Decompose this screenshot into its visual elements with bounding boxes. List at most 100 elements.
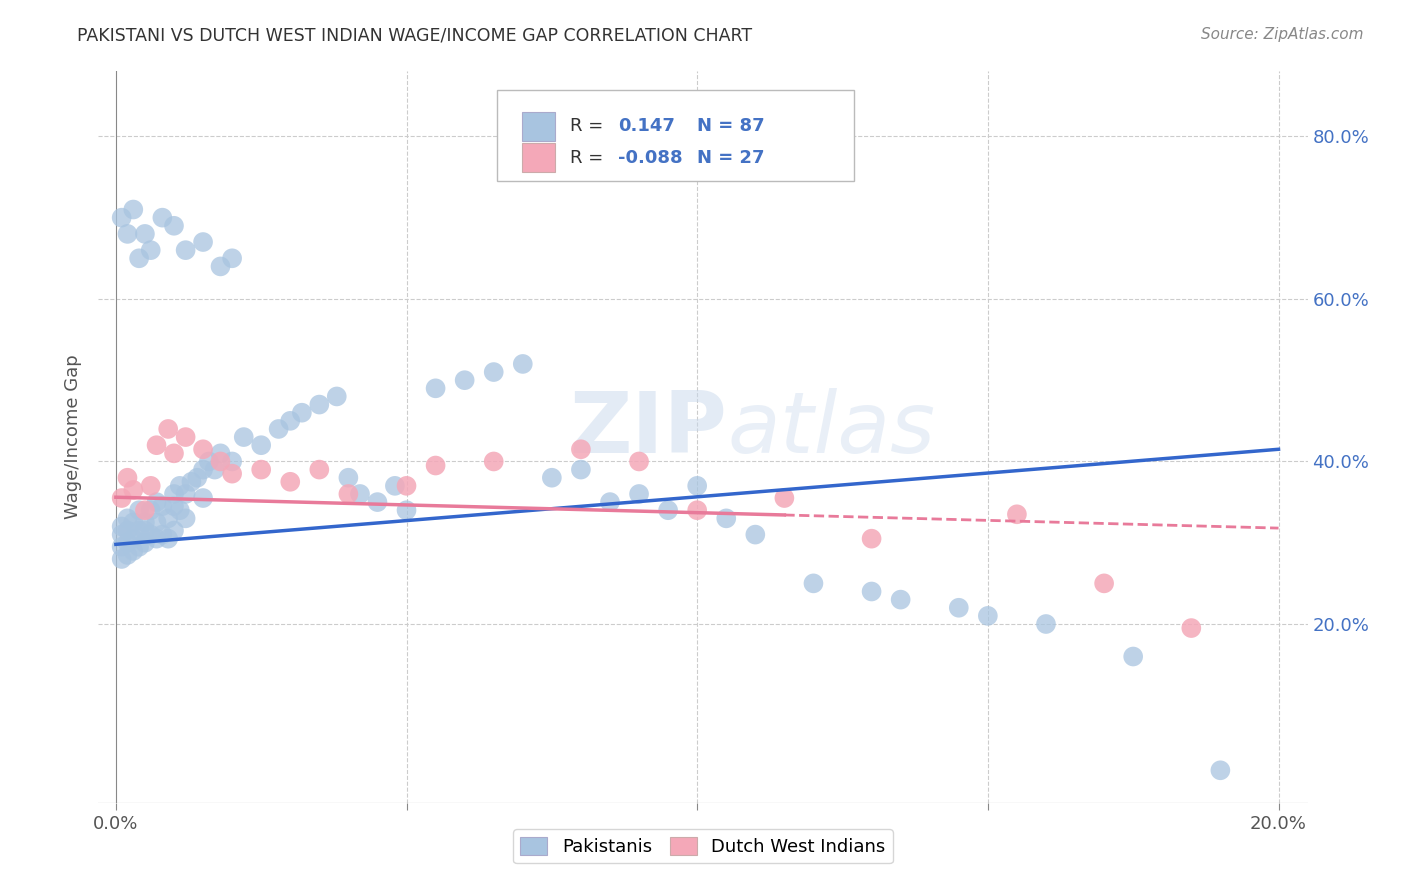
Point	[512, 357, 534, 371]
Point	[163, 524, 186, 538]
Point	[169, 503, 191, 517]
Point	[111, 527, 134, 541]
Point	[111, 519, 134, 533]
Point	[482, 454, 505, 468]
Point	[163, 219, 186, 233]
Text: atlas: atlas	[727, 388, 935, 471]
Point	[191, 235, 214, 249]
Point	[482, 365, 505, 379]
Point	[157, 532, 180, 546]
Point	[860, 532, 883, 546]
Point	[150, 527, 173, 541]
Point	[186, 471, 208, 485]
Text: R =: R =	[569, 117, 603, 136]
Point	[569, 442, 592, 457]
Point	[198, 454, 221, 468]
Point	[111, 211, 134, 225]
Point	[117, 471, 139, 485]
Point	[686, 503, 709, 517]
Point	[890, 592, 912, 607]
Text: PAKISTANI VS DUTCH WEST INDIAN WAGE/INCOME GAP CORRELATION CHART: PAKISTANI VS DUTCH WEST INDIAN WAGE/INCO…	[77, 27, 752, 45]
Point	[169, 479, 191, 493]
Point	[977, 608, 1000, 623]
Point	[128, 540, 150, 554]
Point	[657, 503, 679, 517]
Point	[221, 454, 243, 468]
Point	[250, 438, 273, 452]
Y-axis label: Wage/Income Gap: Wage/Income Gap	[65, 355, 83, 519]
Text: N = 87: N = 87	[697, 117, 765, 136]
Point	[128, 503, 150, 517]
Point	[1092, 576, 1115, 591]
Point	[134, 524, 156, 538]
Point	[366, 495, 388, 509]
Point	[150, 211, 173, 225]
Point	[117, 511, 139, 525]
Point	[569, 462, 592, 476]
Point	[117, 524, 139, 538]
Point	[1180, 621, 1202, 635]
Point	[145, 495, 167, 509]
Point	[122, 483, 145, 497]
Point	[209, 446, 232, 460]
Point	[139, 243, 162, 257]
Point	[134, 516, 156, 530]
Text: Source: ZipAtlas.com: Source: ZipAtlas.com	[1201, 27, 1364, 42]
Point	[628, 487, 651, 501]
Point	[139, 503, 162, 517]
Point	[291, 406, 314, 420]
Point	[599, 495, 621, 509]
Point	[145, 532, 167, 546]
Point	[122, 516, 145, 530]
Point	[1005, 508, 1028, 522]
Point	[337, 487, 360, 501]
Point	[1035, 617, 1057, 632]
Text: R =: R =	[569, 149, 603, 167]
Point	[278, 475, 301, 489]
Point	[308, 462, 330, 476]
Point	[128, 252, 150, 266]
Point	[117, 548, 139, 562]
Point	[1122, 649, 1144, 664]
Point	[308, 398, 330, 412]
Point	[174, 511, 197, 525]
Point	[117, 535, 139, 549]
Point	[267, 422, 290, 436]
Point	[150, 499, 173, 513]
Point	[948, 600, 970, 615]
Point	[134, 535, 156, 549]
Point	[395, 479, 418, 493]
Point	[395, 503, 418, 517]
Point	[157, 422, 180, 436]
Point	[860, 584, 883, 599]
Point	[117, 227, 139, 241]
Point	[686, 479, 709, 493]
Point	[209, 260, 232, 274]
Point	[209, 454, 232, 468]
Point	[128, 524, 150, 538]
Point	[540, 471, 562, 485]
Point	[111, 491, 134, 505]
Point	[278, 414, 301, 428]
Point	[628, 454, 651, 468]
Point	[163, 446, 186, 460]
Point	[337, 471, 360, 485]
Point	[744, 527, 766, 541]
Point	[134, 227, 156, 241]
Point	[174, 487, 197, 501]
Point	[384, 479, 406, 493]
Point	[111, 540, 134, 554]
Point	[191, 462, 214, 476]
Point	[349, 487, 371, 501]
Point	[163, 487, 186, 501]
Point	[803, 576, 825, 591]
Point	[773, 491, 796, 505]
Point	[326, 389, 349, 403]
Point	[425, 458, 447, 473]
Text: ZIP: ZIP	[569, 388, 727, 471]
Point	[122, 544, 145, 558]
Point	[180, 475, 202, 489]
Point	[221, 467, 243, 481]
Point	[111, 552, 134, 566]
Point	[174, 430, 197, 444]
